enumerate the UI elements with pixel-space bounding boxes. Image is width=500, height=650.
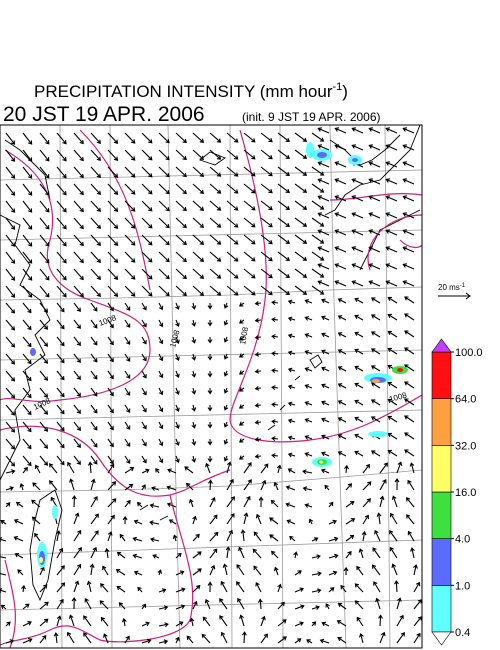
colorbar-under — [431, 631, 452, 646]
colorbar-bin — [431, 538, 452, 586]
colorbar-bin — [431, 351, 452, 399]
isobars — [0, 129, 422, 648]
wind-scale: 20 ms-1 — [438, 283, 471, 300]
title-sup: -1 — [332, 81, 342, 93]
wind-scale-label: 20 ms-1 — [438, 283, 466, 292]
coastlines — [0, 125, 421, 602]
colorbar-bin — [431, 398, 452, 446]
colorbar-bin — [431, 585, 452, 633]
init-time: (init. 9 JST 19 APR. 2006) — [242, 110, 381, 124]
colorbar-tick-label: 64.0 — [455, 394, 476, 406]
colorbar-tick-label: 1.0 — [455, 580, 470, 592]
valid-time: 20 JST 19 APR. 2006 — [3, 103, 205, 126]
title: PRECIPITATION INTENSITY (mm hour-1) — [34, 81, 348, 101]
title-main: PRECIPITATION INTENSITY (mm hour — [34, 82, 333, 101]
colorbar-bin — [431, 491, 452, 539]
map-frame — [0, 124, 423, 649]
title-end: ) — [342, 82, 348, 101]
graticule — [0, 125, 422, 648]
wind-vectors — [0, 127, 422, 645]
colorbar-tick-label: 32.0 — [455, 440, 476, 452]
wind-scale-arrow — [438, 292, 471, 300]
wind-scale-text: 20 ms — [438, 283, 460, 292]
colorbar-tick-label: 16.0 — [455, 487, 476, 499]
map-bg — [0, 125, 422, 648]
colorbar-tick-label: 100.0 — [455, 347, 483, 359]
wind-arrows — [0, 127, 422, 645]
colorbar: 0.4 1.0 4.0 16.0 32.0 64.0 100.0 — [431, 338, 483, 646]
colorbar-bin — [431, 445, 452, 493]
wind-scale-sup: -1 — [460, 283, 466, 289]
isobar-label: 1008 — [238, 326, 250, 346]
colorbar-over — [431, 338, 452, 353]
precipitation — [30, 142, 408, 568]
colorbar-tick-label: 4.0 — [455, 534, 470, 546]
colorbar-tick-label: 0.4 — [455, 627, 470, 639]
